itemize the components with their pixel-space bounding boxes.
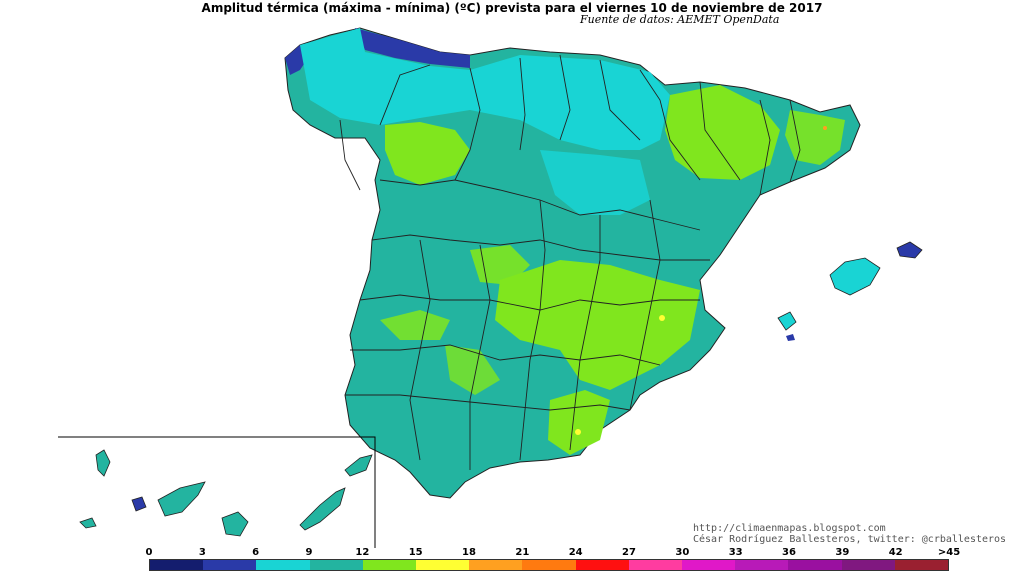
legend-tick-label: 33 <box>728 547 743 558</box>
legend-tick-label: 39 <box>835 547 850 558</box>
legend-tick-label: 36 <box>782 547 796 558</box>
legend-tick-label: 24 <box>568 547 583 558</box>
cantabrian-band <box>355 28 470 68</box>
gran-canaria <box>221 511 249 537</box>
color-legend <box>149 559 949 571</box>
credits-author: César Rodríguez Ballesteros, twitter: @c… <box>693 534 1007 545</box>
legend-swatch <box>682 560 736 570</box>
credits: http://climaenmapas.blogspot.com César R… <box>693 523 1006 545</box>
la-palma <box>95 449 111 477</box>
menorca <box>896 241 923 259</box>
legend-swatch <box>894 560 949 570</box>
canary-inset-frame <box>58 436 376 548</box>
legend-tick-label: 21 <box>515 547 530 558</box>
canary-islands <box>79 449 373 537</box>
legend-tick-label: 27 <box>622 547 636 558</box>
legend-ticks: 0 3 6 9 12 15 18 21 24 27 30 33 36 39 42 >45 <box>0 547 1024 559</box>
legend-tick-label: 12 <box>355 547 370 558</box>
legend-swatch <box>522 560 576 570</box>
legend-swatch <box>628 560 683 570</box>
formentera <box>786 334 795 341</box>
legend-swatch <box>256 560 310 570</box>
andalusia-green-zone <box>445 345 500 395</box>
yellow-hotspot <box>823 126 827 130</box>
legend-tick-label: 15 <box>408 547 423 558</box>
legend-tick-label: 18 <box>462 547 476 558</box>
guadiana-green-zone <box>380 310 450 340</box>
legend-tick-label: >45 <box>937 547 961 558</box>
map-title: Amplitud térmica (máxima - mínima) (ºC) … <box>201 1 823 15</box>
leon-green-zone <box>385 122 470 185</box>
yellow-hotspot <box>575 429 581 435</box>
lanzarote <box>344 454 373 477</box>
map-subtitle: Fuente de datos: AEMET OpenData <box>580 13 780 26</box>
legend-swatch <box>309 560 363 570</box>
legend-swatch <box>788 560 842 570</box>
el-hierro <box>79 517 97 529</box>
legend-tick-label: 3 <box>198 547 206 558</box>
castilla-green-zone <box>495 260 700 390</box>
central-cyan-zone <box>540 150 650 215</box>
north-cyan-zone <box>300 28 670 150</box>
legend-tick-label: 0 <box>145 547 153 558</box>
legend-swatch <box>735 560 789 570</box>
legend-tick-label: 30 <box>675 547 690 558</box>
legend-tick-label: 42 <box>888 547 903 558</box>
la-gomera <box>131 496 147 512</box>
ebro-green-zone <box>665 85 780 180</box>
ibiza <box>777 311 797 331</box>
legend-swatch <box>362 560 417 570</box>
credits-url: http://climaenmapas.blogspot.com <box>693 523 886 534</box>
legend-swatch <box>841 560 895 570</box>
tenerife <box>157 481 206 517</box>
yellow-hotspot <box>659 315 665 321</box>
mallorca <box>829 257 881 296</box>
balearic-islands <box>777 241 923 341</box>
legend-swatch <box>203 560 257 570</box>
legend-swatch <box>416 560 470 570</box>
legend-tick-label: 6 <box>252 547 260 558</box>
fuerteventura <box>299 487 346 531</box>
granada-green-zone <box>548 390 610 455</box>
legend-swatch <box>150 560 204 570</box>
legend-swatch <box>575 560 629 570</box>
legend-swatch <box>469 560 523 570</box>
legend-tick-label: 9 <box>305 547 313 558</box>
province-borders <box>339 54 801 470</box>
